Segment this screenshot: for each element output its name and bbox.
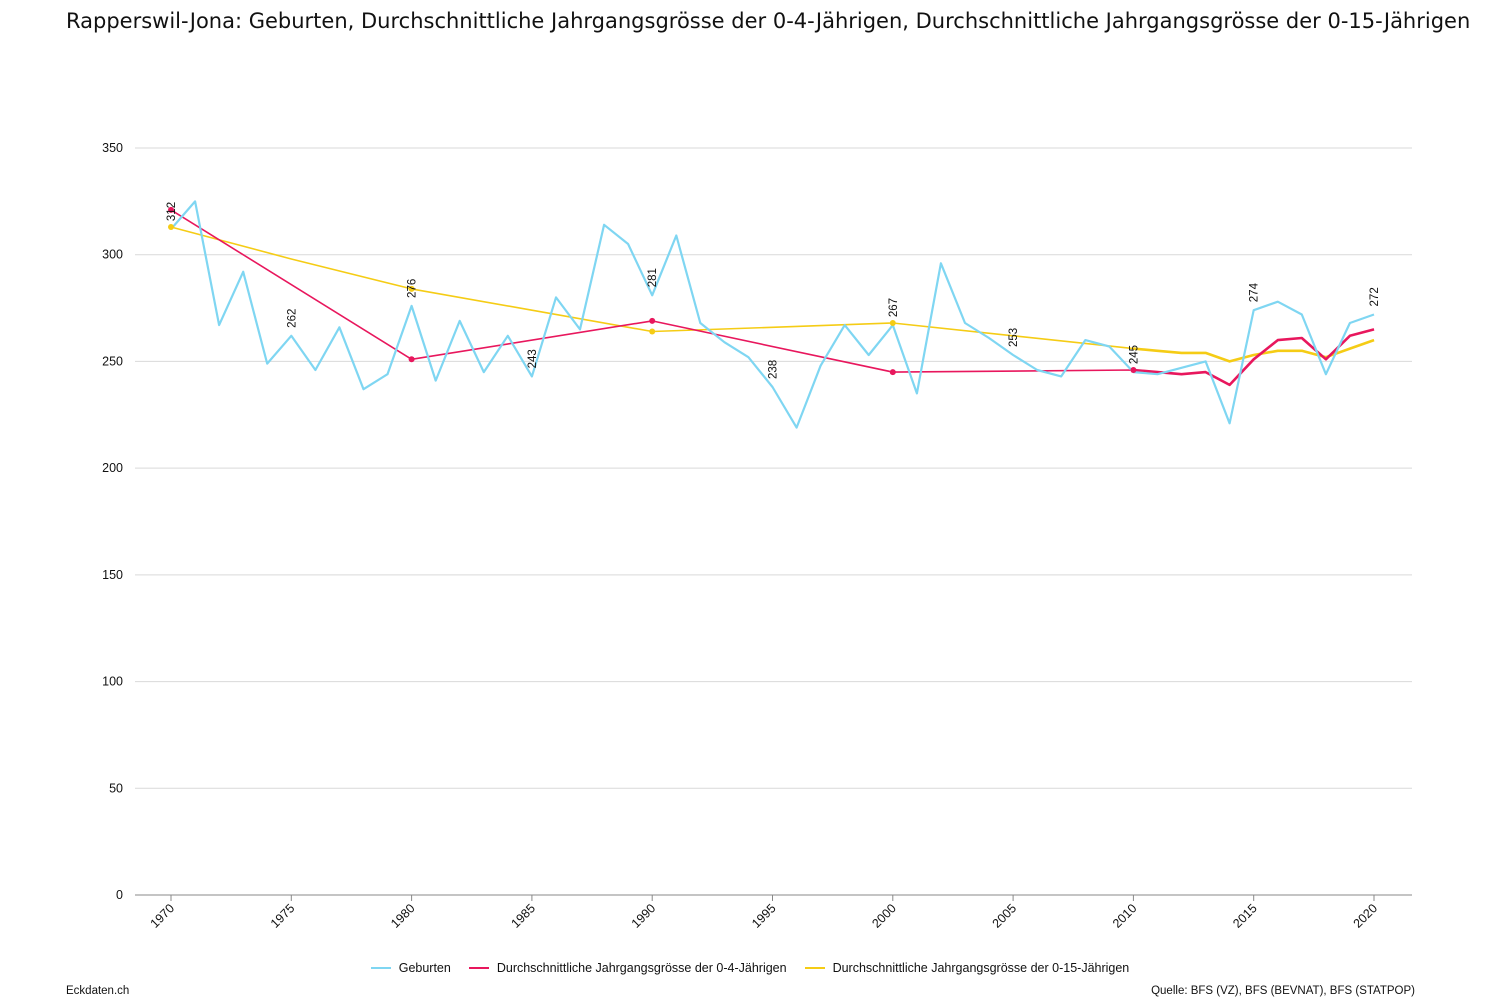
x-tick-label: 2000 bbox=[869, 901, 899, 931]
x-tick-label: 1975 bbox=[268, 901, 298, 931]
legend-label: Durchschnittliche Jahrgangsgrösse der 0-… bbox=[832, 961, 1130, 975]
x-tick-label: 2015 bbox=[1230, 901, 1260, 931]
legend-item-geburten[interactable]: Geburten bbox=[370, 961, 451, 975]
site-credit: Eckdaten.ch bbox=[66, 985, 130, 997]
data-point-marker bbox=[889, 369, 896, 376]
data-point-marker bbox=[649, 328, 656, 335]
legend-swatch bbox=[804, 967, 825, 969]
x-axis-ticks: 1970 1975 1980 1985 1990 1995 2000 2005 2010 2015… bbox=[148, 895, 1381, 931]
legend-swatch bbox=[468, 967, 489, 969]
x-tick-label: 2010 bbox=[1110, 901, 1140, 931]
y-tick-label: 200 bbox=[102, 461, 123, 475]
data-label: 281 bbox=[647, 268, 659, 287]
data-label: 312 bbox=[166, 202, 178, 221]
y-tick-label: 150 bbox=[102, 568, 123, 582]
data-label: 276 bbox=[407, 279, 419, 298]
data-label: 274 bbox=[1249, 282, 1261, 302]
legend: Geburten Durchschnittliche Jahrgangsgrös… bbox=[0, 961, 1500, 975]
data-point-marker bbox=[168, 223, 174, 230]
data-point-marker bbox=[168, 206, 174, 213]
series-line bbox=[170, 226, 1375, 363]
x-tick-label: 1985 bbox=[508, 901, 538, 931]
data-point-marker bbox=[408, 356, 415, 363]
x-tick-label: 1995 bbox=[749, 901, 779, 931]
x-tick-label: 2020 bbox=[1351, 901, 1381, 931]
series-line-annual bbox=[1133, 328, 1375, 387]
data-label: 272 bbox=[1369, 287, 1381, 306]
source-note: Quelle: BFS (VZ), BFS (BEVNAT), BFS (STA… bbox=[1151, 985, 1415, 997]
y-tick-label: 300 bbox=[102, 248, 123, 262]
x-tick-label: 1970 bbox=[148, 901, 178, 931]
x-tick-label: 2005 bbox=[990, 901, 1020, 931]
data-label: 267 bbox=[888, 298, 900, 317]
data-label: 243 bbox=[527, 349, 539, 368]
legend-label: Geburten bbox=[398, 961, 451, 975]
x-tick-label: 1980 bbox=[388, 901, 418, 931]
legend-swatch bbox=[370, 967, 391, 969]
data-point-marker bbox=[889, 320, 896, 327]
data-label: 238 bbox=[768, 360, 780, 379]
data-label: 253 bbox=[1008, 328, 1020, 347]
data-labels: 312 262 276 243 281 238 267 253 245 274 272 bbox=[166, 202, 1381, 379]
y-tick-label: 100 bbox=[102, 675, 123, 689]
series-line bbox=[170, 200, 1375, 429]
series-line-annual bbox=[1133, 338, 1375, 363]
legend-item-avg-0-15[interactable]: Durchschnittliche Jahrgangsgrösse der 0-… bbox=[804, 961, 1130, 975]
y-tick-label: 250 bbox=[102, 354, 123, 368]
markers bbox=[168, 206, 1137, 376]
grid bbox=[135, 147, 1412, 896]
legend-label: Durchschnittliche Jahrgangsgrösse der 0-… bbox=[496, 961, 787, 975]
data-point-marker bbox=[1130, 366, 1137, 373]
data-label: 262 bbox=[286, 309, 298, 328]
data-label: 245 bbox=[1128, 345, 1140, 364]
x-tick-label: 1990 bbox=[629, 901, 659, 931]
data-point-marker bbox=[649, 317, 656, 324]
chart-title: Rapperswil-Jona: Geburten, Durchschnittl… bbox=[66, 9, 1471, 33]
y-tick-label: 50 bbox=[109, 781, 123, 795]
y-axis-ticks: 0 50 100 150 200 250 300 350 bbox=[102, 141, 123, 902]
legend-item-avg-0-4[interactable]: Durchschnittliche Jahrgangsgrösse der 0-… bbox=[468, 961, 787, 975]
series bbox=[170, 200, 1375, 429]
y-tick-label: 0 bbox=[116, 888, 123, 902]
data-point-marker bbox=[408, 285, 415, 292]
y-tick-label: 350 bbox=[102, 141, 123, 155]
